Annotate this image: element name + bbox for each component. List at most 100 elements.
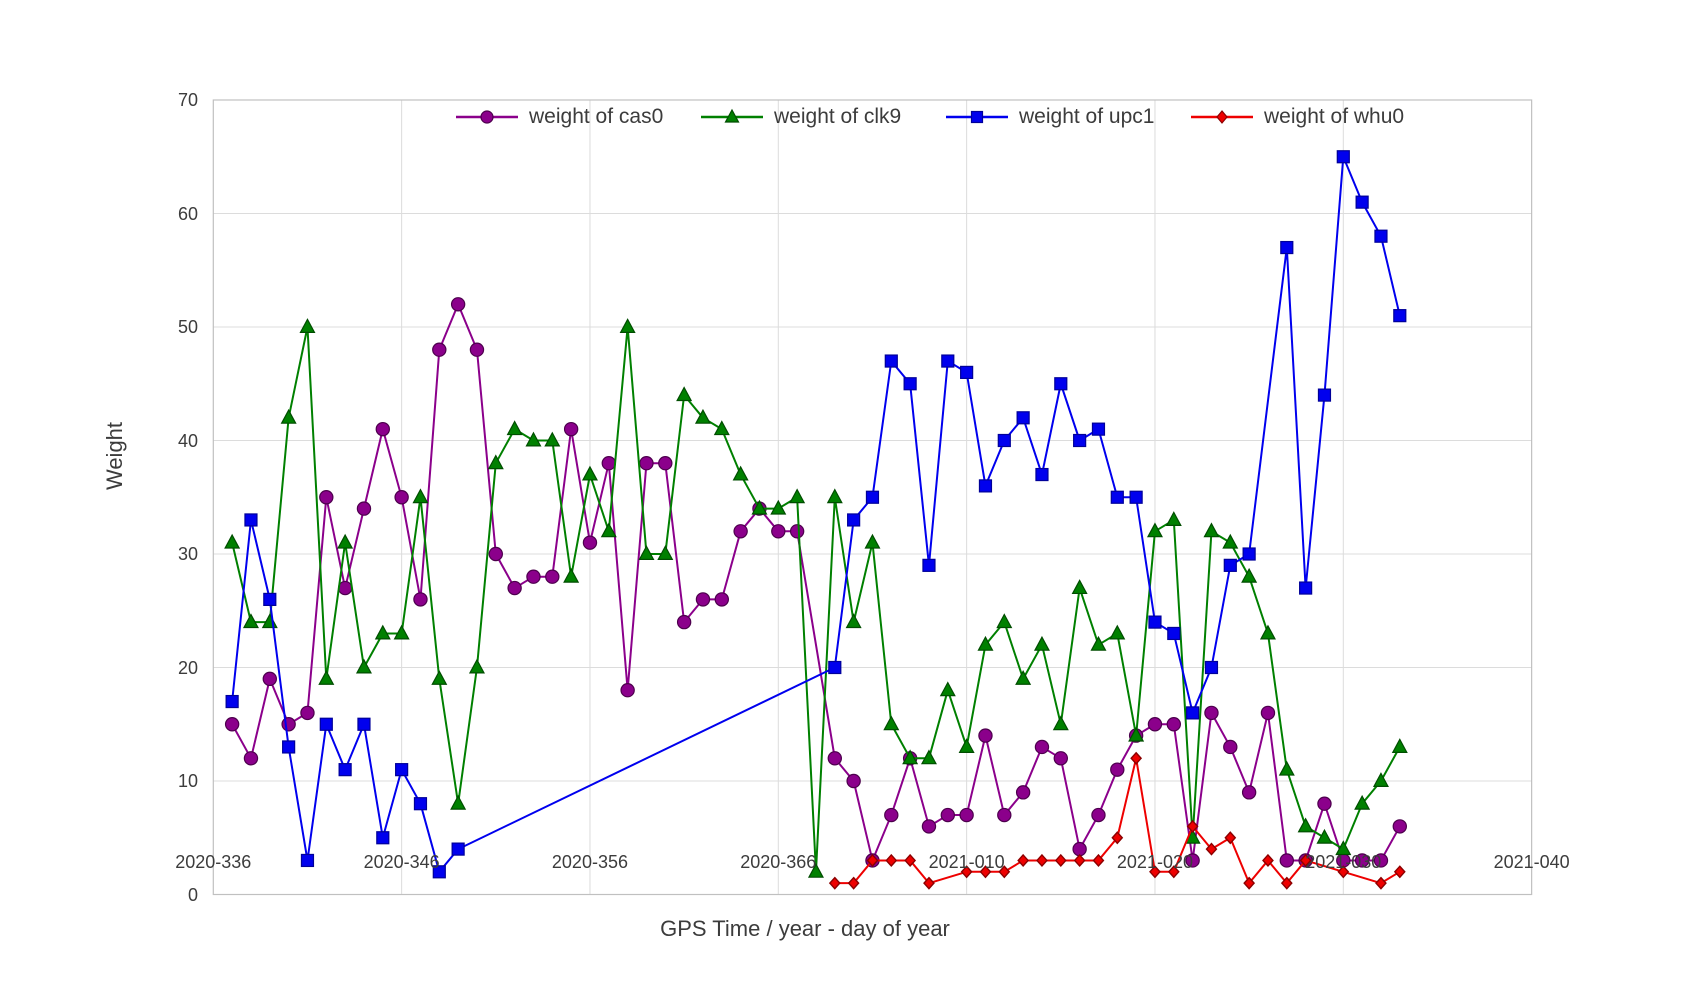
data-point-triangle [751, 499, 768, 515]
data-point-triangle [1146, 522, 1163, 538]
data-point-square [1073, 433, 1087, 448]
data-point-square [395, 763, 409, 777]
data-point-circle [337, 580, 353, 596]
data-point-triangle [826, 488, 843, 504]
data-point-diamond [1054, 853, 1067, 868]
data-point-circle [884, 807, 899, 823]
y-tick-label: 70 [177, 90, 198, 110]
data-point-triangle [638, 545, 655, 561]
data-point-diamond [960, 865, 973, 879]
legend-label: weight of cas0 [529, 105, 664, 128]
data-point-circle [959, 807, 974, 823]
data-point-diamond [1149, 865, 1161, 879]
data-point-triangle [544, 431, 561, 447]
data-point-triangle [1165, 511, 1182, 526]
data-point-circle [771, 524, 786, 539]
data-point-circle [1110, 762, 1125, 777]
data-point-triangle [1052, 715, 1069, 731]
data-point-triangle [299, 318, 316, 333]
data-point-triangle [1109, 624, 1126, 640]
data-point-square [338, 763, 352, 777]
data-point-triangle [563, 567, 580, 583]
data-point-diamond [979, 865, 992, 879]
series-line-cas0 [231, 303, 1401, 862]
data-point-circle [375, 421, 390, 437]
data-point-square [903, 377, 917, 391]
data-point-diamond [1375, 876, 1387, 890]
data-point-circle [940, 807, 955, 823]
data-point-square [432, 865, 446, 879]
data-point-triangle [713, 420, 730, 436]
data-point-triangle [525, 431, 542, 447]
data-point-square [847, 513, 861, 527]
data-point-triangle [1316, 828, 1333, 844]
data-point-circle [1204, 705, 1219, 721]
data-point-triangle [1372, 772, 1389, 788]
legend-label: weight of upc1 [1019, 105, 1155, 128]
data-point-circle [1392, 819, 1407, 834]
data-point-square [225, 694, 239, 709]
data-point-circle [1185, 853, 1200, 868]
data-point-triangle [1354, 794, 1371, 810]
data-point-triangle [676, 386, 693, 402]
data-point-triangle [600, 522, 617, 538]
data-point-triangle [374, 624, 391, 640]
data-point-square [960, 365, 974, 379]
y-tick-label: 0 [187, 884, 198, 905]
data-point-circle [714, 592, 729, 607]
data-point-square [1129, 490, 1143, 504]
data-point-circle [243, 751, 259, 766]
data-point-circle [846, 773, 861, 789]
data-point-square [300, 853, 315, 868]
data-point-triangle [883, 715, 900, 731]
data-point-square [865, 490, 880, 504]
data-point-circle [620, 683, 635, 698]
data-point-triangle [1278, 760, 1295, 776]
data-point-triangle [1297, 817, 1314, 833]
data-point-square [1393, 309, 1407, 323]
x-tick-label: 2021-040 [1493, 852, 1570, 872]
data-point-triangle [789, 488, 806, 504]
data-point-triangle [318, 669, 335, 685]
data-point-triangle [337, 533, 354, 549]
data-point-triangle [1090, 635, 1107, 651]
data-point-diamond [904, 853, 917, 868]
data-point-circle [526, 569, 541, 584]
data-point-triangle [1033, 635, 1050, 651]
data-point-square [1167, 626, 1181, 641]
data-point-square [1355, 195, 1369, 209]
data-point-triangle [355, 658, 372, 674]
data-point-square [319, 717, 333, 731]
data-point-circle [827, 751, 842, 766]
data-point-circle [1260, 705, 1276, 721]
data-point-circle [1147, 717, 1163, 732]
data-point-circle [450, 297, 466, 312]
data-point-square [1204, 660, 1219, 675]
data-point-square [1054, 377, 1068, 391]
data-point-diamond [998, 865, 1011, 879]
data-point-triangle [920, 749, 937, 765]
data-point-triangle [657, 545, 674, 561]
data-point-diamond [866, 853, 879, 868]
legend-label: weight of clk9 [774, 105, 902, 128]
x-axis-title: GPS Time / year - day of year [660, 916, 950, 941]
data-point-circle [921, 819, 937, 834]
y-axis-title: Weight [102, 421, 127, 491]
data-point-diamond [847, 876, 860, 890]
data-point-square [1186, 706, 1200, 720]
data-point-square [1336, 150, 1350, 164]
x-tick-label: 2020-366 [740, 852, 817, 872]
data-point-triangle [581, 465, 598, 481]
circle-legend-marker-icon [456, 110, 518, 124]
data-point-square [413, 797, 428, 811]
data-point-triangle [1222, 533, 1239, 549]
data-point-circle [1015, 785, 1031, 800]
square-legend-marker-icon [946, 110, 1008, 124]
x-tick-label: 2020-356 [551, 852, 628, 872]
data-point-square [997, 433, 1011, 448]
series-line-whu0 [834, 757, 1401, 885]
data-point-square [828, 660, 842, 675]
data-point-circle [1373, 853, 1389, 868]
data-point-square [1091, 422, 1106, 436]
data-point-triangle [1203, 522, 1220, 538]
